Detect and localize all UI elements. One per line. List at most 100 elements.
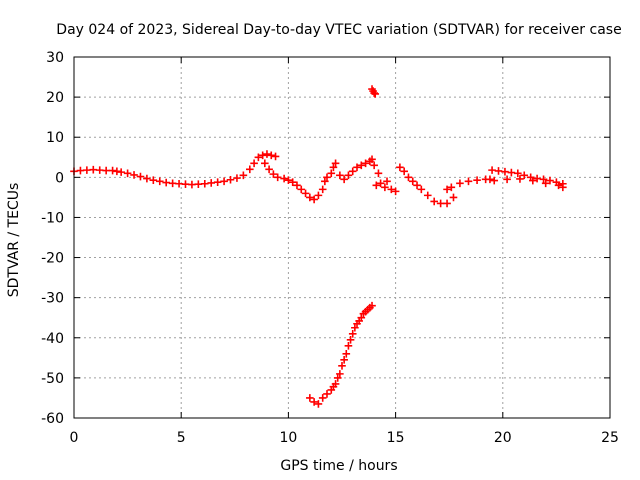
x-tick-label: 15 [387, 430, 405, 446]
data-point [284, 176, 293, 184]
data-point [374, 169, 383, 178]
data-point [529, 176, 537, 185]
data-point [520, 171, 529, 180]
data-point [464, 177, 473, 186]
data-point [336, 370, 344, 378]
data-point [333, 374, 342, 382]
data-point [293, 181, 301, 190]
data-point [372, 181, 381, 190]
data-point [269, 170, 278, 178]
data-point [344, 342, 353, 350]
data-point [267, 151, 276, 160]
data-point [323, 390, 331, 398]
data-point [321, 177, 329, 186]
data-point [329, 163, 338, 172]
data-point [370, 161, 378, 170]
data-point [130, 171, 138, 179]
data-point [261, 159, 269, 168]
data-point [559, 183, 567, 192]
y-tick-label: 10 [46, 130, 64, 146]
data-point [357, 161, 366, 170]
data-point [541, 179, 550, 188]
data-point [443, 199, 451, 208]
x-tick-label: 10 [279, 430, 297, 446]
data-point [391, 187, 400, 196]
data-point [301, 189, 310, 198]
data-point [246, 165, 254, 174]
data-point [213, 178, 222, 186]
data-point [310, 398, 318, 406]
data-point [181, 180, 190, 188]
data-point [348, 329, 357, 338]
data-point [95, 166, 104, 174]
x-axis-label: GPS time / hours [280, 458, 397, 474]
plot-frame [73, 56, 611, 419]
x-tick-label: 0 [70, 430, 79, 446]
data-point [340, 356, 348, 364]
data-point [396, 163, 404, 172]
data-point [258, 151, 267, 160]
data-point [494, 167, 503, 175]
data-point [220, 177, 228, 186]
data-point [83, 166, 91, 174]
data-point [473, 176, 481, 184]
data-point [331, 159, 340, 168]
data-point [413, 181, 421, 190]
data-point [76, 166, 85, 175]
data-point [376, 179, 385, 188]
data-point [501, 167, 509, 176]
data-point [336, 171, 344, 180]
data-point [423, 191, 432, 200]
data-point [371, 90, 380, 98]
data-point [430, 197, 438, 206]
data-point [456, 179, 464, 188]
data-point [507, 168, 516, 177]
data-point [143, 174, 151, 183]
data-point [323, 173, 331, 182]
x-tick-label: 25 [601, 430, 619, 446]
data-point [108, 166, 117, 175]
data-point [344, 171, 353, 180]
y-tick-label: -50 [41, 371, 64, 387]
data-point [383, 177, 391, 186]
data-point [200, 179, 209, 188]
y-tick-label: -40 [41, 331, 64, 347]
data-point [306, 193, 314, 202]
y-tick-label: 30 [46, 50, 64, 66]
data-point [310, 195, 318, 204]
data-point [226, 175, 235, 184]
data-point [340, 175, 348, 184]
data-point [89, 165, 98, 174]
data-point [355, 317, 363, 325]
data-point [381, 183, 389, 192]
data-point [306, 394, 314, 402]
x-tick-label: 20 [494, 430, 512, 446]
data-point [314, 191, 323, 200]
y-tick-label: 20 [46, 90, 64, 106]
data-point [318, 185, 327, 194]
data-point [297, 185, 306, 194]
data-point [436, 199, 445, 208]
data-point [342, 350, 351, 358]
data-point [449, 193, 458, 202]
y-axis-label: SDTVAR / TECUs [6, 183, 22, 298]
data-point [408, 177, 417, 186]
y-tick-label: 0 [55, 170, 64, 186]
data-point [188, 180, 196, 189]
data-point [194, 180, 203, 188]
data-point [368, 155, 376, 164]
data-point [254, 153, 263, 162]
data-point [233, 174, 241, 182]
data-point [359, 309, 368, 318]
data-point [387, 185, 396, 194]
data-point [288, 178, 297, 186]
data-point [353, 163, 361, 172]
data-points [70, 85, 567, 408]
data-point [490, 176, 499, 185]
data-point [361, 159, 370, 168]
data-point [554, 181, 563, 190]
data-point [207, 179, 216, 187]
data-point [273, 173, 282, 182]
data-point [102, 166, 110, 175]
